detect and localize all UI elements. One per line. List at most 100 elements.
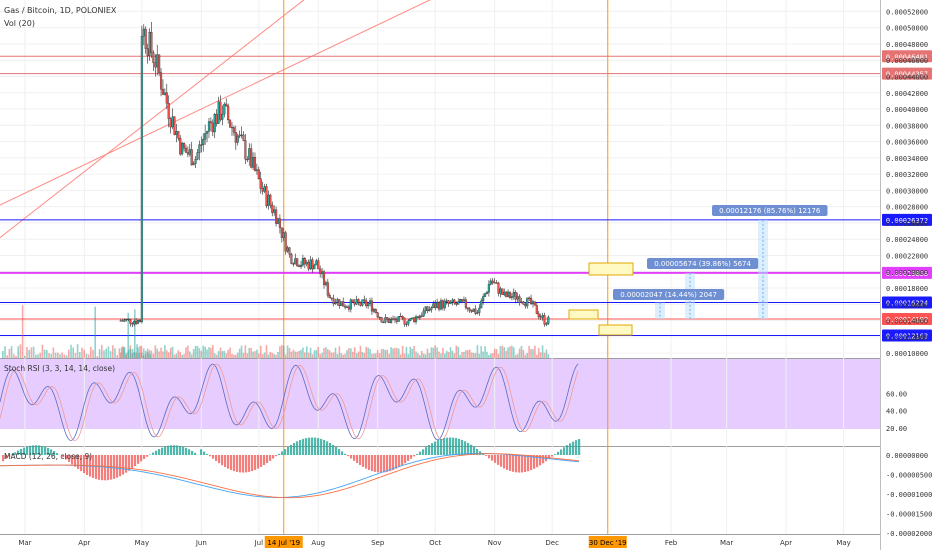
candle-body [372,309,375,312]
level-label-bg [882,296,932,309]
macd-hist-bar [536,455,539,468]
macd-hist-bar [278,453,281,455]
candle-body [530,297,533,305]
macd-hist-bar [134,455,137,467]
volume-bar [480,346,483,358]
volume-bar [532,349,534,358]
macd-hist-bar [455,438,458,455]
target-box [598,324,633,336]
candle-body [533,301,536,306]
volume-bar [135,352,137,358]
stoch-rsi-panel: 60.00 40.00 20.00 [0,363,907,441]
macd-hist-bar [458,438,461,455]
macd-hist-bar [548,455,551,459]
date-marker-bg [588,536,627,548]
candle-body [298,265,301,267]
volume-bar [511,345,513,358]
candle-body [261,188,264,192]
volume-bar [236,352,239,358]
macd-hist-bar [173,445,176,455]
candle-body [223,103,226,115]
macd-hist-bar [32,445,35,455]
candle-body [416,316,420,319]
macd-hist-bar [470,444,473,455]
candle-body [374,309,377,313]
volume-bar [518,348,521,358]
macd-hist-bar [254,455,257,470]
volume-bar [472,352,475,358]
volume-bar [258,353,260,358]
candle-body [311,259,314,270]
volume-bar [476,345,479,358]
macd-hist-bar [554,454,557,455]
volume-bar [219,347,222,358]
measure-tools[interactable]: 0.00012176 (85.76%) 12176 0.00005674 (39.… [568,205,828,336]
volume-bar [114,348,116,358]
volume-bar [470,352,473,358]
candle-body [152,52,155,63]
volume-label: Vol (20) [4,19,35,28]
volume-bar [171,346,174,358]
candle-body [359,302,362,306]
price-axis[interactable]: 0.00046481 0.00044357 0.00026372 0.00019858… [882,8,932,358]
volume-bar [361,351,364,358]
volume-bar [57,352,59,358]
volume-bar [96,355,99,358]
candles[interactable] [119,22,550,328]
candle-body [347,306,350,310]
candle-body [384,317,387,323]
candle-body [140,36,143,323]
candle-body [367,303,370,307]
candle-body [510,296,513,298]
candle-body [460,299,464,302]
volume-bar [380,349,383,358]
macd-hist-bar [80,455,83,472]
candle-body [478,307,481,313]
candle-body [179,138,182,155]
macd-hist-bar [485,455,488,456]
macd-hist-bar [290,444,293,455]
candle-body [192,163,195,166]
macd-hist-bar [95,455,98,480]
macd-hist-bar [266,455,269,464]
volume-bar [19,344,22,358]
candle-body [127,318,130,320]
candle-body [315,260,318,266]
macd-hist-bar [281,451,284,455]
volume-bar [357,351,360,358]
trend-channel[interactable] [0,0,440,238]
volume-bar [179,352,182,358]
volume-bar [101,344,103,358]
candle-body [330,297,333,299]
candle-body [535,305,538,314]
candle-body [244,140,247,160]
candle-body [395,319,398,322]
candle-body [340,301,343,307]
macd-hist-bar [320,438,323,455]
candle-body [391,318,395,320]
macd-hist-bar [302,438,305,455]
volume-bar [338,346,341,358]
volume-bar [206,349,208,358]
macd-hist-bar [5,455,8,459]
macd-hist-bar [443,438,446,455]
macd-hist-bar [338,449,341,455]
candle-body [520,301,523,303]
volume-bar [152,353,155,358]
macd-hist-bar [38,445,41,455]
horizontal-levels[interactable] [0,55,880,337]
volume-bar [394,347,396,358]
candle-body [357,299,360,303]
candle-body [484,293,487,297]
volume-bar [442,347,444,358]
time-axis[interactable]: Mar Apr May Jun Jul Aug Sep Oct Nov Dec Feb Mar Apr M… [18,536,851,548]
volume-bar [327,349,329,358]
volume-bar [443,353,446,358]
macd-hist-bar [179,445,182,455]
volume-bar [213,353,216,358]
candle-body [451,299,454,303]
volume-bar [419,354,421,358]
candle-body [275,209,278,224]
candle-body [405,323,408,325]
